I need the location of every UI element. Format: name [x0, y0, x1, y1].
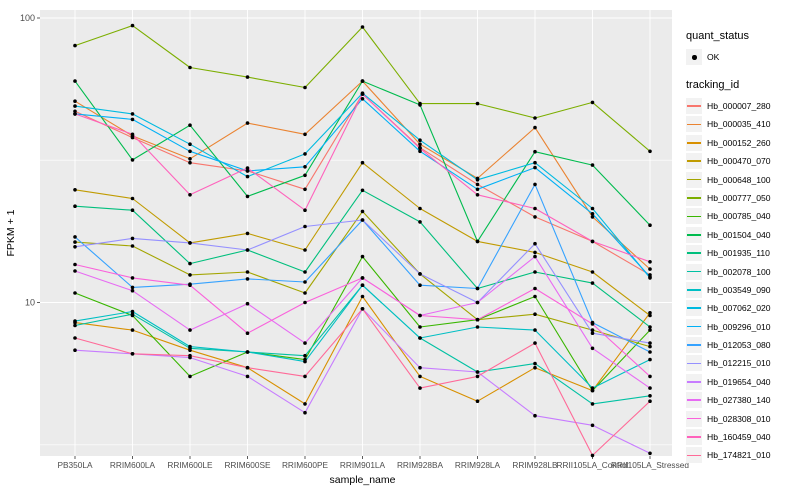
legend-item-label: Hb_028308_010: [707, 413, 771, 424]
legend-item-label: Hb_160459_040: [707, 432, 771, 443]
legend-line-key-icon: [686, 318, 702, 335]
svg-text:100: 100: [20, 13, 35, 23]
legend-line-key-icon: [686, 208, 702, 225]
tracking-id-legend-item: Hb_160459_040: [686, 429, 798, 446]
tracking-id-legend-title: tracking_id: [686, 79, 740, 91]
legend-line-key-icon: [686, 337, 702, 354]
legend-line-key-icon: [686, 410, 702, 427]
svg-text:PB350LA: PB350LA: [57, 460, 93, 470]
svg-text:RRIM600LE: RRIM600LE: [167, 460, 213, 470]
tracking-id-legend-item: Hb_019654_040: [686, 373, 798, 390]
tracking-id-legend-item: Hb_027380_140: [686, 392, 798, 409]
svg-text:RRIM928LB: RRIM928LB: [512, 460, 558, 470]
tracking-id-legend-item: Hb_007062_020: [686, 300, 798, 317]
tracking-id-legend-item: Hb_009296_010: [686, 318, 798, 335]
legend-line-key-icon: [686, 226, 702, 243]
legend-item-label: OK: [707, 52, 720, 62]
legend-item-label: Hb_000648_100: [707, 174, 771, 185]
tracking-id-legend-item: Hb_000007_280: [686, 98, 798, 114]
tracking-id-legend-item: Hb_000648_100: [686, 171, 798, 188]
legend-item-label: Hb_174821_010: [707, 450, 771, 461]
legend-line-key-icon: [686, 447, 702, 464]
legend-line-key-icon: [686, 189, 702, 206]
svg-text:sample_name: sample_name: [330, 474, 396, 486]
tracking-id-legend-item: Hb_012215_010: [686, 355, 798, 372]
legend-item-label: Hb_000007_280: [707, 101, 771, 111]
legend-item-label: Hb_001935_110: [707, 248, 770, 259]
legend-item-label: Hb_001504_040: [707, 229, 771, 240]
legend-line-key-icon: [686, 392, 702, 409]
quant-status-legend-item: OK: [686, 49, 798, 65]
tracking-id-legend-item: Hb_012053_080: [686, 337, 798, 354]
tracking-id-legend-item: Hb_000035_410: [686, 116, 798, 133]
tracking-id-legend-item: Hb_000777_050: [686, 189, 798, 206]
quant-status-legend: quant_status OK: [686, 30, 798, 65]
svg-text:RRIM928BA: RRIM928BA: [397, 460, 444, 470]
svg-text:RRIM928LA: RRIM928LA: [455, 460, 501, 470]
legend-line-key-icon: [686, 153, 702, 170]
svg-text:FPKM + 1: FPKM + 1: [5, 209, 17, 256]
svg-text:RRIM600PE: RRIM600PE: [282, 460, 329, 470]
legend-item-label: Hb_019654_040: [707, 376, 771, 387]
svg-text:RRII105LA_Control: RRII105LA_Control: [557, 460, 629, 470]
svg-text:RRIM600LA: RRIM600LA: [110, 460, 156, 470]
tracking-id-legend-item: Hb_003549_090: [686, 281, 798, 298]
legend: quant_status OK tracking_id Hb_000007_28…: [686, 30, 798, 477]
tracking-id-legend-item: Hb_001935_110: [686, 245, 798, 262]
legend-line-key-icon: [686, 171, 702, 188]
legend-line-key-icon: [686, 134, 702, 151]
legend-item-label: Hb_012215_010: [707, 358, 771, 369]
legend-item-label: Hb_012053_080: [707, 340, 771, 351]
svg-text:RRIM901LA: RRIM901LA: [340, 460, 386, 470]
legend-item-label: Hb_002078_100: [707, 266, 771, 277]
svg-text:RRIM600SE: RRIM600SE: [224, 460, 271, 470]
legend-item-label: Hb_027380_140: [707, 395, 771, 406]
legend-line-key-icon: [686, 98, 702, 114]
tracking-id-legend-item: Hb_028308_010: [686, 410, 798, 427]
tracking-id-legend-item: Hb_000785_040: [686, 208, 798, 225]
tracking-id-legend-item: Hb_000470_070: [686, 153, 798, 170]
legend-line-key-icon: [686, 373, 702, 390]
legend-line-key-icon: [686, 263, 702, 280]
legend-item-label: Hb_000152_260: [707, 137, 771, 148]
legend-item-label: Hb_009296_010: [707, 321, 771, 332]
legend-item-label: Hb_000785_040: [707, 211, 771, 222]
legend-item-label: Hb_003549_090: [707, 284, 771, 295]
legend-item-label: Hb_007062_020: [707, 303, 771, 314]
tracking-id-legend-item: Hb_001504_040: [686, 226, 798, 243]
legend-point-key-icon: [686, 49, 702, 65]
tracking-id-legend-item: Hb_002078_100: [686, 263, 798, 280]
svg-text:10: 10: [25, 298, 35, 308]
legend-line-key-icon: [686, 429, 702, 446]
legend-line-key-icon: [686, 281, 702, 298]
legend-item-label: Hb_000470_070: [707, 156, 771, 167]
legend-line-key-icon: [686, 355, 702, 372]
legend-line-key-icon: [686, 300, 702, 317]
legend-line-key-icon: [686, 116, 702, 133]
tracking-id-legend-item: Hb_174821_010: [686, 447, 798, 464]
quant-status-legend-title: quant_status: [686, 30, 749, 42]
svg-text:RRII105LA_Stressed: RRII105LA_Stressed: [611, 460, 689, 470]
tracking-id-legend: tracking_id Hb_000007_280 Hb_000035_410 Hb…: [686, 79, 798, 464]
legend-item-label: Hb_000035_410: [707, 119, 771, 130]
legend-item-label: Hb_000777_050: [707, 192, 771, 203]
tracking-id-legend-item: Hb_000152_260: [686, 134, 798, 151]
legend-line-key-icon: [686, 245, 702, 262]
